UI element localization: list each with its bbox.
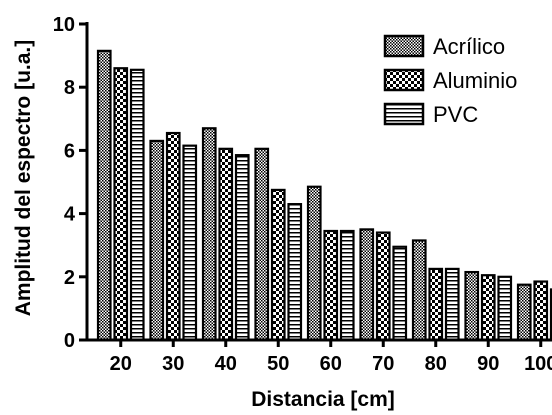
bar-aluminio-60 bbox=[323, 229, 339, 342]
bar-pvc-70 bbox=[392, 245, 408, 342]
y-tick-label: 6 bbox=[64, 140, 75, 162]
x-tick-label: 70 bbox=[372, 353, 394, 375]
bar-aluminio-30 bbox=[165, 131, 181, 342]
bars-group bbox=[96, 49, 552, 342]
legend-swatch-acr-lico bbox=[383, 34, 425, 58]
bar-acr-lico-100 bbox=[516, 283, 532, 342]
bar-aluminio-40 bbox=[218, 147, 234, 342]
y-tick-label: 4 bbox=[64, 204, 76, 226]
bar-aluminio-80 bbox=[428, 267, 444, 342]
x-tick-label: 90 bbox=[477, 353, 499, 375]
legend-swatch-aluminio bbox=[383, 68, 425, 92]
bar-pvc-60 bbox=[339, 229, 355, 342]
ticks-group: 0 2 4 6 8 10 20 30 40 50 60 70 80 90 100 bbox=[53, 14, 552, 375]
bar-acr-lico-30 bbox=[149, 139, 165, 342]
x-tick-label: 80 bbox=[425, 353, 447, 375]
x-axis-label: Distancia [cm] bbox=[251, 388, 395, 411]
bar-pvc-30 bbox=[182, 144, 198, 342]
bar-pvc-90 bbox=[497, 275, 513, 342]
bar-aluminio-90 bbox=[480, 274, 496, 342]
x-tick-label: 20 bbox=[110, 353, 132, 375]
bar-acr-lico-70 bbox=[359, 228, 375, 342]
bar-pvc-50 bbox=[287, 203, 303, 342]
bar-acr-lico-80 bbox=[411, 239, 427, 342]
bar-aluminio-100 bbox=[533, 280, 549, 342]
bar-aluminio-20 bbox=[113, 67, 129, 342]
bar-acr-lico-40 bbox=[201, 127, 217, 342]
axes-group bbox=[85, 22, 552, 342]
bar-pvc-20 bbox=[129, 68, 145, 342]
x-tick-label: 30 bbox=[162, 353, 184, 375]
bar-acr-lico-20 bbox=[96, 49, 112, 342]
x-tick-label: 100 bbox=[524, 353, 552, 375]
x-tick-label: 50 bbox=[267, 353, 289, 375]
bar-acr-lico-50 bbox=[254, 147, 270, 342]
y-tick-label: 2 bbox=[64, 267, 75, 289]
bar-acr-lico-60 bbox=[306, 185, 322, 342]
y-axis-label: Amplitud del espectro [u.a.] bbox=[12, 40, 35, 317]
x-tick-label: 40 bbox=[215, 353, 237, 375]
legend: Acrílico Aluminio PVC bbox=[383, 34, 517, 127]
bar-aluminio-70 bbox=[375, 231, 391, 342]
y-tick-label: 0 bbox=[64, 330, 75, 352]
bar-aluminio-50 bbox=[270, 188, 286, 342]
y-tick-label: 8 bbox=[64, 77, 75, 99]
legend-label: Acrílico bbox=[433, 34, 505, 59]
legend-label: PVC bbox=[433, 102, 478, 127]
bar-acr-lico-90 bbox=[464, 270, 480, 342]
legend-swatch-pvc bbox=[383, 102, 425, 126]
bar-pvc-80 bbox=[444, 267, 460, 342]
y-tick-label: 10 bbox=[53, 14, 75, 36]
x-tick-label: 60 bbox=[320, 353, 342, 375]
legend-label: Aluminio bbox=[433, 68, 517, 93]
bar-pvc-40 bbox=[234, 154, 250, 342]
